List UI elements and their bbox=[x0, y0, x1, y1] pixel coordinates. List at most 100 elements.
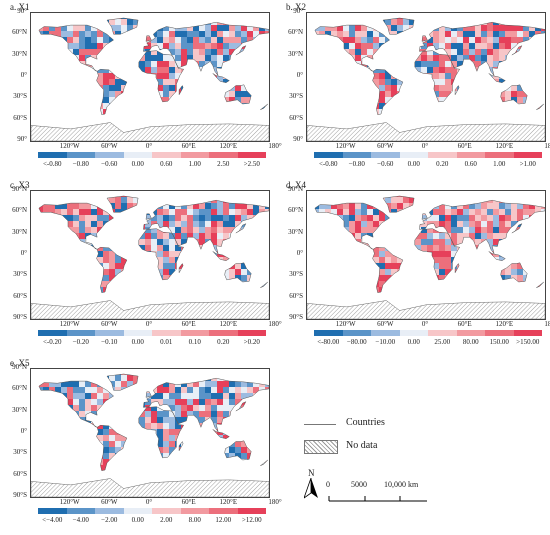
latitude-label: 0° bbox=[296, 249, 303, 257]
legend-swatch bbox=[399, 152, 428, 158]
legend-swatch bbox=[485, 330, 514, 336]
legend-swatch bbox=[485, 152, 514, 158]
longitude-label: 0° bbox=[145, 142, 153, 150]
legend-label: <-0.20 bbox=[42, 338, 62, 346]
latitude-label: 90° bbox=[17, 7, 27, 15]
legend-label: −0.60 bbox=[377, 160, 394, 168]
legend-label: −0.20 bbox=[72, 338, 89, 346]
no-data-region bbox=[307, 300, 545, 319]
legend-swatch bbox=[180, 152, 209, 158]
longitude-label: 180° bbox=[544, 142, 550, 150]
legend-label: 0.00 bbox=[131, 516, 144, 524]
legend-swatch bbox=[371, 152, 400, 158]
no-data-region bbox=[31, 300, 269, 319]
legend-label: 0.60 bbox=[160, 160, 173, 168]
legend-label: 0.01 bbox=[160, 338, 173, 346]
longitude-label: 60°W bbox=[101, 320, 118, 328]
legend-swatch bbox=[38, 330, 67, 336]
continent-outline bbox=[212, 251, 230, 261]
legend-swatch bbox=[38, 508, 67, 514]
latitude-label: 30°S bbox=[13, 92, 27, 101]
latitude-label: 90°S bbox=[13, 313, 27, 321]
continent-outline bbox=[178, 262, 184, 274]
legend-swatch bbox=[66, 508, 95, 514]
continent-outline bbox=[96, 68, 128, 115]
panel-title: b. X2 bbox=[286, 2, 306, 12]
legend-label: 0.10 bbox=[188, 338, 201, 346]
legend-swatch bbox=[371, 330, 400, 336]
continent-outline bbox=[143, 377, 269, 432]
latitude-label: 0° bbox=[20, 427, 27, 435]
legend-label: >2.50 bbox=[243, 160, 260, 168]
legend-swatch bbox=[66, 152, 95, 158]
continent-outline bbox=[511, 45, 523, 56]
latitude-label: 60°N bbox=[288, 206, 303, 215]
legend-swatch bbox=[342, 330, 371, 336]
legend-label: 0.60 bbox=[464, 160, 477, 168]
latitude-label: 0° bbox=[20, 249, 27, 257]
continent-outline bbox=[414, 50, 461, 103]
map-frame bbox=[30, 190, 270, 320]
legend-label: <-0.80 bbox=[318, 160, 338, 168]
continent-outline bbox=[38, 380, 115, 428]
legend-swatch bbox=[123, 152, 152, 158]
panel-title: c. X3 bbox=[10, 180, 30, 190]
continent-outline bbox=[145, 391, 152, 398]
legend-swatch bbox=[180, 330, 209, 336]
longitude-label: 60°E bbox=[457, 320, 472, 328]
legend-swatch bbox=[95, 152, 124, 158]
map-key: Countries No data N 0 5000 10,000 km bbox=[296, 410, 536, 520]
latitude-label: 60°N bbox=[12, 384, 27, 393]
continent-outline bbox=[421, 35, 428, 42]
continent-outline bbox=[536, 103, 544, 110]
countries-label: Countries bbox=[346, 417, 385, 428]
latitude-label: 90°N bbox=[12, 363, 27, 371]
continent-outline bbox=[106, 17, 139, 35]
continent-outline bbox=[145, 35, 152, 42]
panel-title: e. X5 bbox=[10, 358, 30, 368]
legend-swatch bbox=[209, 508, 238, 514]
longitude-label: 120°W bbox=[59, 142, 80, 150]
legend-label: 1.00 bbox=[188, 160, 201, 168]
continent-outline bbox=[235, 223, 247, 234]
color-legend bbox=[38, 508, 266, 514]
continent-outline bbox=[38, 202, 115, 250]
latitude-label: 60°S bbox=[289, 113, 303, 122]
continent-outline bbox=[314, 202, 391, 250]
continent-outline bbox=[488, 251, 506, 261]
color-legend bbox=[38, 152, 266, 158]
legend-swatch bbox=[66, 330, 95, 336]
latitude-label: 0° bbox=[296, 71, 303, 79]
latitude-label: 30°N bbox=[12, 49, 27, 58]
continent-outline bbox=[414, 228, 461, 281]
latitude-label: 60°S bbox=[13, 291, 27, 300]
world-map bbox=[31, 195, 269, 319]
legend-label: 2.50 bbox=[217, 160, 230, 168]
latitude-label: 30°N bbox=[288, 227, 303, 236]
latitude-label: 90°S bbox=[13, 491, 27, 499]
longitude-label: 180° bbox=[268, 320, 282, 328]
latitude-label: 90°S bbox=[289, 313, 303, 321]
legend-swatch bbox=[513, 152, 542, 158]
continent-outline bbox=[143, 199, 269, 254]
longitude-label: 60°E bbox=[181, 320, 196, 328]
legend-label: 0.20 bbox=[436, 160, 449, 168]
scale-label: 5000 bbox=[351, 480, 367, 489]
legend-swatch bbox=[314, 330, 343, 336]
world-map bbox=[307, 17, 545, 141]
map-frame bbox=[30, 368, 270, 498]
continent-outline bbox=[454, 262, 460, 274]
latitude-label: 0° bbox=[20, 71, 27, 79]
longitude-label: 0° bbox=[145, 320, 153, 328]
continent-outline bbox=[138, 228, 185, 281]
legend-label: 0.00 bbox=[407, 160, 420, 168]
longitude-label: 120°W bbox=[59, 498, 80, 506]
world-map bbox=[31, 17, 269, 141]
longitude-label: 120°E bbox=[219, 320, 238, 328]
longitude-label: 180° bbox=[268, 498, 282, 506]
scale-bar bbox=[328, 496, 427, 502]
continent-outline bbox=[314, 24, 391, 72]
legend-swatch bbox=[456, 330, 485, 336]
legend-swatch bbox=[314, 152, 343, 158]
legend-label: 80.00 bbox=[462, 338, 479, 346]
